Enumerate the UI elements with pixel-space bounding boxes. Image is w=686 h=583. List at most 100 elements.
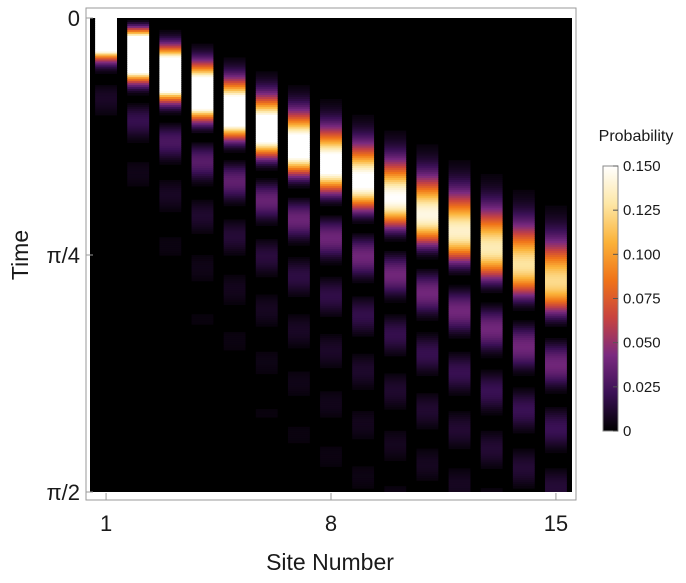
heatmap-cell [384,294,407,298]
heatmap-cell [512,401,535,404]
heatmap-cell [512,260,535,264]
heatmap-cell [384,454,407,458]
heatmap-cell [416,284,439,288]
heatmap-cell [223,100,246,104]
heatmap-cell [512,211,535,215]
heatmap-cell [287,144,310,147]
heatmap-cell [512,391,535,394]
heatmap-cell [384,379,407,383]
heatmap-cell [320,296,342,300]
heatmap-cell [384,177,407,181]
heatmap-cell [480,213,503,217]
heatmap-cell [223,91,246,94]
heatmap-cell [416,176,439,179]
heatmap-cell [127,55,150,59]
heatmap-cell [255,98,278,102]
heatmap-cell [223,168,246,171]
heatmap-cell [223,150,246,153]
heatmap-cell [191,316,214,319]
heatmap-cell [352,304,375,307]
heatmap-cell [320,201,342,205]
heatmap-cell [384,434,407,438]
heatmap-cell [320,256,342,260]
heatmap-cell [159,209,182,213]
heatmap-cell [255,140,278,144]
heatmap-cell [448,330,471,333]
heatmap-cell [480,201,503,205]
heatmap-cell [352,270,375,274]
heatmap-cell [223,219,246,223]
heatmap-column-site-1 [95,18,117,116]
heatmap-cell [287,126,310,130]
heatmap-cell [512,468,535,471]
heatmap-cell [480,335,503,339]
heatmap-cell [545,310,567,313]
heatmap-cell [448,225,471,228]
heatmap-cell [159,61,182,65]
heatmap-cell [320,142,342,146]
heatmap-cell [384,235,407,238]
heatmap-cell [545,278,567,282]
heatmap-cell [191,199,214,203]
heatmap-cell [448,181,471,185]
heatmap-cell [480,383,503,386]
heatmap-cell [287,160,310,163]
heatmap-cell [512,274,535,278]
heatmap-cell [320,187,342,191]
heatmap-cell [127,83,150,86]
heatmap-cell [191,77,214,80]
heatmap-cell [223,112,246,116]
heatmap-cell [223,225,246,228]
heatmap-cell [191,67,214,70]
heatmap-cell [545,383,567,386]
heatmap-cell [255,106,278,110]
heatmap-cell [416,187,439,191]
heatmap-cell [384,399,407,402]
heatmap-cell [320,124,342,128]
heatmap-cell [127,69,150,72]
heatmap-cell [223,128,246,132]
heatmap-cell [159,106,182,110]
heatmap-cell [159,75,182,78]
heatmap-cell [287,235,310,238]
heatmap-cell [384,255,407,258]
heatmap-cell [416,470,439,473]
heatmap-cell [255,126,278,130]
heatmap-cell [191,168,214,171]
heatmap-cell [287,124,310,128]
heatmap-cell [127,136,150,140]
heatmap-cell [255,187,278,191]
heatmap-cell [191,217,214,221]
heatmap-cell [448,203,471,207]
heatmap-cell [480,272,503,276]
heatmap-cell [159,199,182,203]
heatmap-cell [545,239,567,242]
heatmap-cell [448,253,471,256]
heatmap-cell [320,407,342,410]
heatmap-cell [545,345,567,349]
heatmap-cell [320,464,342,467]
heatmap-cell [480,334,503,337]
heatmap-cell [191,181,214,185]
heatmap-cell [320,314,342,317]
heatmap-cell [287,343,310,347]
heatmap-cell [512,486,535,489]
heatmap-cell [223,233,246,236]
heatmap-cell [255,160,278,163]
heatmap-cell [352,432,375,436]
heatmap-cell [223,73,246,76]
heatmap-cell [287,314,310,317]
heatmap-cell [416,397,439,400]
heatmap-cell [352,136,375,140]
heatmap-cell [416,450,439,454]
heatmap-cell [545,365,567,369]
heatmap-cell [480,233,503,236]
heatmap-cell [255,91,278,94]
heatmap-cell [159,122,182,126]
heatmap-cell [384,456,407,460]
heatmap-cell [545,282,567,286]
heatmap-cell [287,98,310,102]
heatmap-cell [545,474,567,477]
heatmap-cell [191,108,214,112]
heatmap-cell [223,61,246,65]
